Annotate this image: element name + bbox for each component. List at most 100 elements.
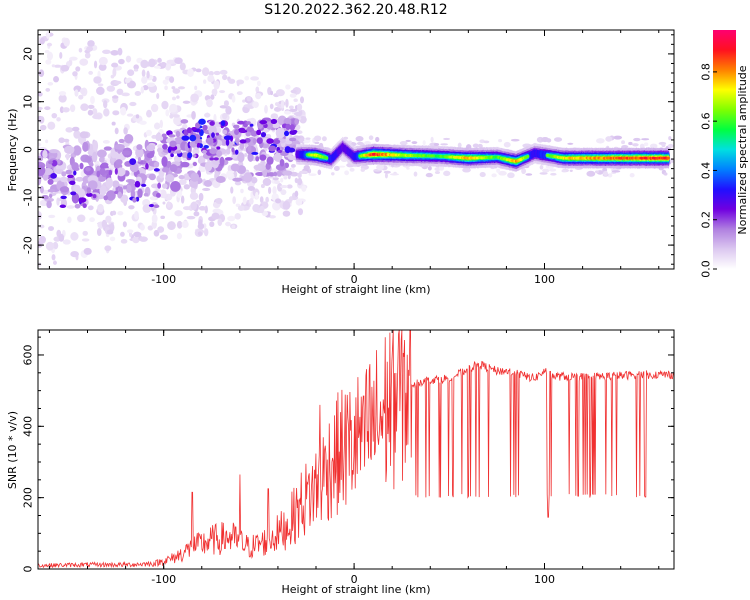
heatmap-cell <box>73 184 81 193</box>
heatmap-cell <box>45 59 52 65</box>
heatmap-cell <box>247 152 254 162</box>
heatmap-cell <box>161 183 168 189</box>
heatmap-cell <box>569 169 573 173</box>
heatmap-cell <box>283 176 288 180</box>
heatmap-cell <box>227 215 236 222</box>
heatmap-cell <box>172 88 181 94</box>
heatmap-cell <box>114 168 118 175</box>
heatmap-cell <box>331 172 335 176</box>
heatmap-cell <box>73 167 80 172</box>
heatmap-cell <box>180 161 190 168</box>
heatmap-cell <box>289 124 295 131</box>
heatmap-cell <box>376 164 385 171</box>
heatmap-cell <box>65 127 74 133</box>
heatmap-cell <box>180 195 185 204</box>
heatmap-cell <box>249 123 254 127</box>
heatmap-cell <box>272 201 281 211</box>
heatmap-cell <box>58 94 67 103</box>
heatmap-cell <box>39 224 45 229</box>
y-tick-label: 400 <box>22 416 35 437</box>
heatmap-cell <box>38 174 42 186</box>
heatmap-cell <box>112 110 120 116</box>
heatmap-cell <box>194 85 198 91</box>
heatmap-cell <box>542 168 550 173</box>
heatmap-cell <box>174 57 183 65</box>
heatmap-cell <box>256 129 262 136</box>
heatmap-cell <box>666 156 670 160</box>
heatmap-cell <box>633 137 641 142</box>
heatmap-cell <box>239 139 247 144</box>
heatmap-cell <box>285 84 291 90</box>
heatmap-cell <box>166 160 172 168</box>
snr-series-line <box>38 330 674 569</box>
heatmap-cell <box>139 120 147 125</box>
heatmap-cell <box>105 190 116 201</box>
heatmap-cell <box>110 50 119 56</box>
heatmap-cell <box>134 210 139 220</box>
colorbar: 0.0 0.2 0.4 0.6 0.8 Normalized spectral ampl… <box>700 30 749 278</box>
heatmap-y-ticks: -20 -10 0 10 20 <box>22 34 674 265</box>
heatmap-cell <box>539 172 548 175</box>
heatmap-cell <box>125 55 132 63</box>
heatmap-cell <box>273 171 278 177</box>
heatmap-cell <box>222 112 228 120</box>
heatmap-cell <box>294 118 299 125</box>
heatmap-cell <box>349 167 355 172</box>
heatmap-cell <box>325 156 329 160</box>
heatmap-cell <box>177 86 186 90</box>
heatmap-cell <box>224 157 233 161</box>
heatmap-cell <box>102 49 111 54</box>
heatmap-cell <box>280 177 284 183</box>
heatmap-cell <box>38 69 45 77</box>
heatmap-cell <box>314 141 320 145</box>
heatmap-cell <box>100 162 109 168</box>
heatmap-cell <box>203 79 207 84</box>
heatmap-cell <box>333 165 340 171</box>
heatmap-cell <box>510 138 520 142</box>
heatmap-cell <box>220 120 226 127</box>
heatmap-cell <box>153 155 157 163</box>
heatmap-cell <box>498 139 503 143</box>
heatmap-cell <box>47 188 56 193</box>
heatmap-cell <box>223 100 229 107</box>
heatmap-cell <box>237 152 245 163</box>
heatmap-cell <box>233 124 240 129</box>
heatmap-cell <box>44 49 50 54</box>
heatmap-cell <box>430 136 434 143</box>
heatmap-cell <box>146 144 156 152</box>
heatmap-cell <box>58 137 65 144</box>
heatmap-cell <box>92 140 99 152</box>
heatmap-cell <box>65 153 70 161</box>
heatmap-cell <box>498 170 507 176</box>
heatmap-cell <box>262 178 272 186</box>
heatmap-cell <box>110 74 115 79</box>
heatmap-cell <box>53 76 60 83</box>
heatmap-cell <box>82 230 88 236</box>
heatmap-cell <box>98 156 105 163</box>
heatmap-cell <box>209 221 215 228</box>
heatmap-cell <box>305 137 311 140</box>
heatmap-cell <box>74 89 79 97</box>
heatmap-cell <box>308 173 317 176</box>
heatmap-cell <box>205 137 214 145</box>
heatmap-cell <box>106 85 116 92</box>
heatmap-cell <box>211 132 215 139</box>
heatmap-cell <box>667 143 674 148</box>
heatmap-cell <box>111 210 117 216</box>
heatmap-cell <box>124 133 134 144</box>
heatmap-cell <box>203 179 213 187</box>
heatmap-cell <box>286 184 293 189</box>
heatmap-cell <box>259 205 265 214</box>
heatmap-cell <box>157 226 165 233</box>
heatmap-cell <box>137 156 142 163</box>
heatmap-cell <box>99 185 107 196</box>
heatmap-cell <box>127 69 135 77</box>
heatmap-cell <box>114 127 119 135</box>
heatmap-cell <box>103 100 108 109</box>
heatmap-cell <box>192 154 197 158</box>
heatmap-cell <box>427 166 432 171</box>
heatmap-cell <box>275 89 285 97</box>
heatmap-cell <box>639 143 645 149</box>
heatmap-cell <box>288 108 298 112</box>
heatmap-cell <box>159 189 167 198</box>
